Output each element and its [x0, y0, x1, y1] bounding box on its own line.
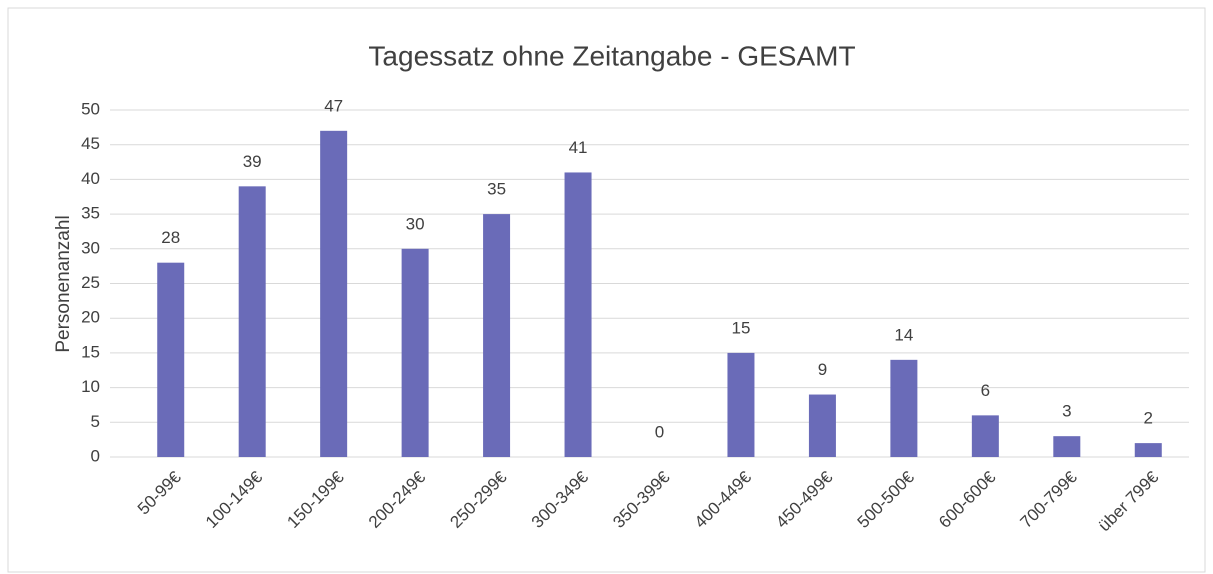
y-tick-label: 45 — [81, 134, 100, 153]
data-label: 30 — [406, 214, 425, 233]
y-tick-label: 5 — [91, 412, 100, 431]
bar — [564, 172, 592, 457]
data-label: 28 — [161, 228, 180, 247]
bar — [727, 352, 755, 457]
data-label: 9 — [818, 360, 827, 379]
bar — [401, 248, 429, 457]
data-label: 3 — [1062, 402, 1071, 421]
bar — [157, 262, 185, 457]
y-tick-label: 20 — [81, 308, 100, 327]
data-label: 0 — [655, 422, 664, 441]
bar — [238, 186, 266, 457]
chart-title: Tagessatz ohne Zeitangabe - GESAMT — [368, 40, 855, 71]
y-tick-label: 25 — [81, 273, 100, 292]
data-label: 2 — [1144, 409, 1153, 428]
data-label: 15 — [732, 318, 751, 337]
data-label: 39 — [243, 152, 262, 171]
y-tick-label: 0 — [91, 446, 100, 465]
y-tick-label: 10 — [81, 377, 100, 396]
y-tick-label: 50 — [81, 99, 100, 118]
y-tick-label: 40 — [81, 169, 100, 188]
chart-border — [7, 7, 1206, 573]
data-label: 35 — [487, 180, 506, 199]
bar — [483, 214, 511, 457]
bar — [971, 415, 999, 457]
y-tick-label: 15 — [81, 342, 100, 361]
bar — [1134, 443, 1162, 457]
y-axis-label: Personenanzahl — [53, 215, 74, 352]
bar — [320, 130, 348, 457]
y-tick-label: 35 — [81, 204, 100, 223]
bar — [1053, 436, 1081, 457]
y-tick-label: 30 — [81, 238, 100, 257]
bar — [808, 394, 836, 457]
data-label: 6 — [981, 381, 990, 400]
data-label: 14 — [894, 325, 913, 344]
data-label: 41 — [569, 138, 588, 157]
bar — [890, 359, 918, 457]
data-label: 47 — [324, 96, 343, 115]
